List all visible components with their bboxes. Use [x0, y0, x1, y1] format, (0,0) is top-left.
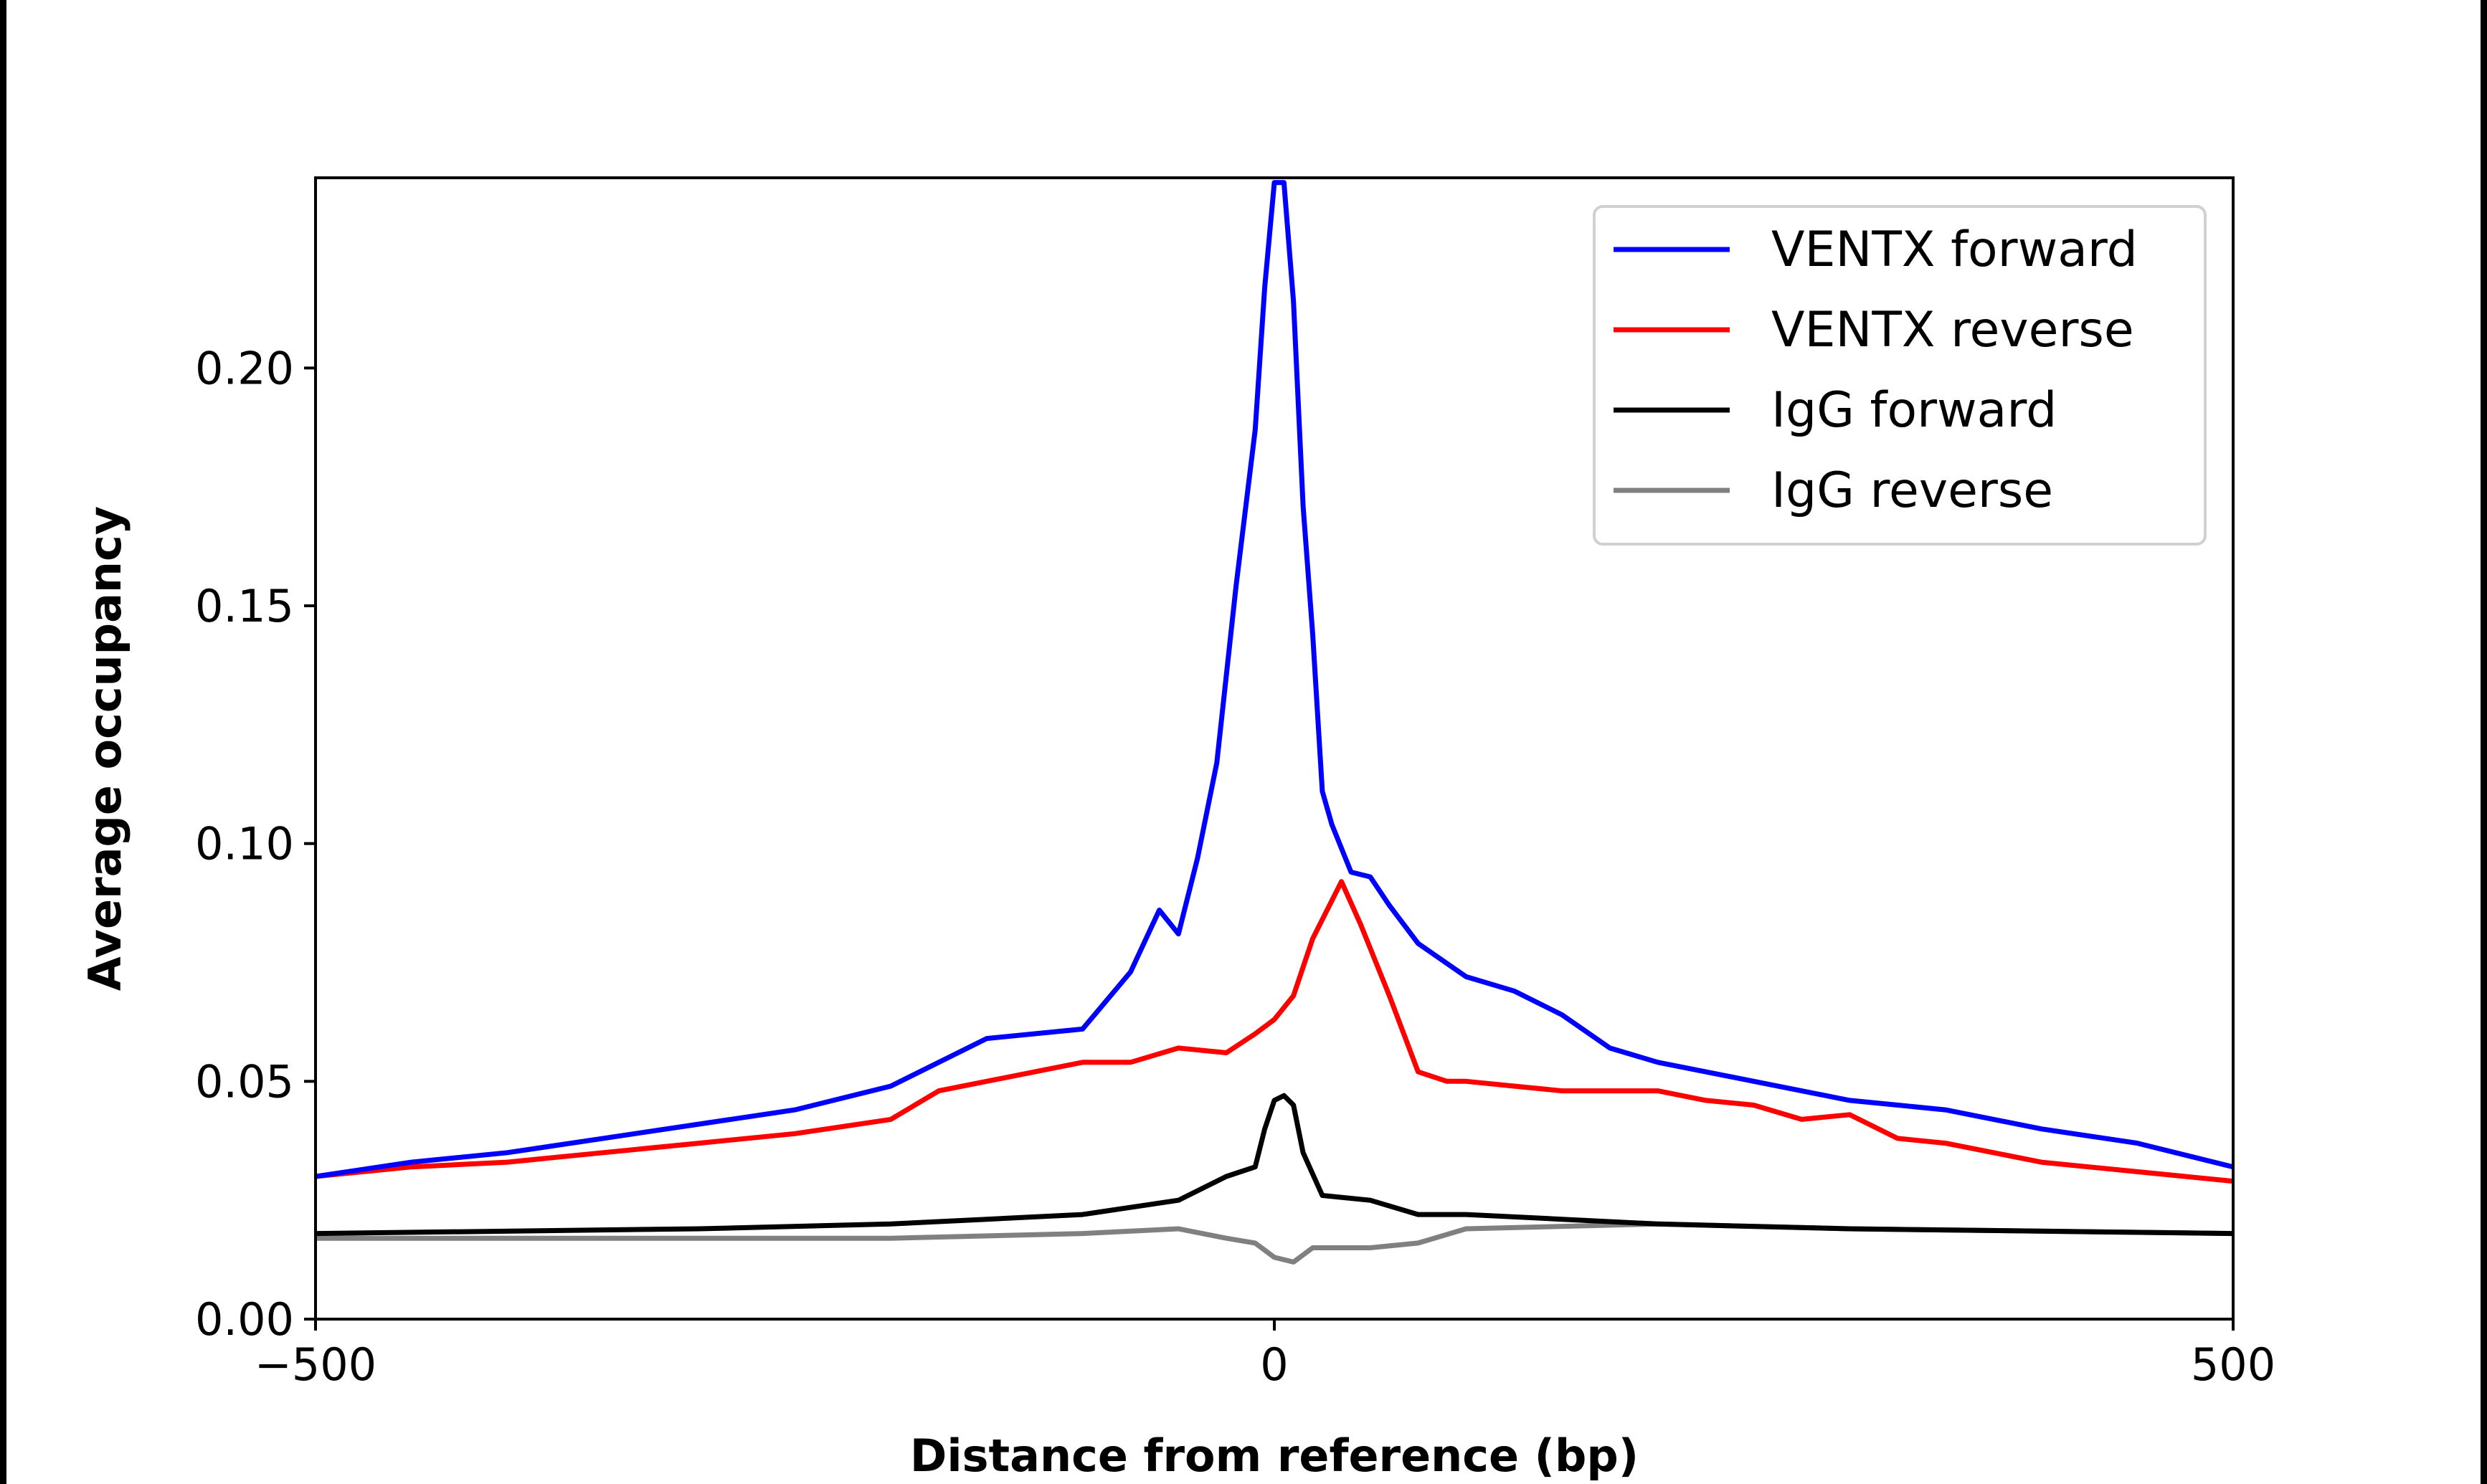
y-axis-label: Average occupancy — [79, 506, 131, 991]
legend-label: VENTX forward — [1771, 222, 2138, 278]
x-tick-label: −500 — [255, 1338, 376, 1391]
y-tick-label: 0.00 — [195, 1293, 294, 1346]
series-line-ventx-reverse — [316, 879, 2233, 1184]
series-layer — [316, 180, 2233, 1265]
x-axis-label: Distance from reference (bp) — [910, 1430, 1639, 1482]
right-border — [2481, 0, 2487, 1484]
series-line-ventx-forward — [316, 180, 2233, 1179]
series-line-igg-reverse — [316, 1221, 2233, 1265]
y-tick-label: 0.05 — [195, 1055, 294, 1108]
y-tick-label: 0.10 — [195, 818, 294, 870]
axis-ticks: −500 0 500 0.00 0.05 0.10 0.15 0.20 — [195, 342, 2275, 1391]
legend: VENTX forward VENTX reverse IgG forward IgG… — [1593, 205, 2207, 546]
legend-label: VENTX reverse — [1771, 302, 2134, 358]
series-line-igg-forward — [316, 1093, 2233, 1237]
legend-label: IgG reverse — [1771, 462, 2053, 519]
legend-label: IgG forward — [1771, 382, 2057, 439]
legend-box — [1593, 205, 2207, 546]
x-tick-label: 500 — [2191, 1338, 2275, 1391]
x-tick-label: 0 — [1260, 1338, 1288, 1391]
y-tick-label: 0.20 — [195, 342, 294, 394]
y-tick-label: 0.15 — [195, 580, 294, 632]
left-border — [0, 0, 6, 1484]
